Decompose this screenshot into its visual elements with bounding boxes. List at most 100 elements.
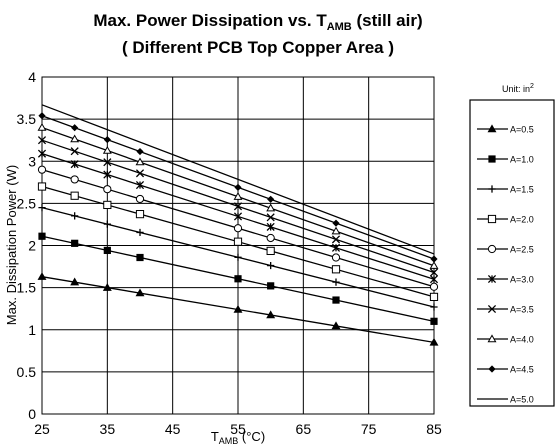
data-point-marker — [103, 220, 111, 228]
series-a-3-5 — [37, 136, 439, 277]
data-point-marker — [487, 334, 497, 343]
data-point-marker — [233, 304, 243, 313]
data-point-marker — [70, 160, 79, 169]
y-tick-label: 0.5 — [17, 364, 37, 380]
data-point-marker — [429, 282, 439, 291]
chart-title-post: (still air) — [352, 11, 423, 30]
data-point-marker — [70, 147, 79, 156]
data-point-marker — [233, 237, 243, 246]
plot-area — [41, 76, 435, 415]
data-point-marker — [331, 321, 341, 330]
chart-title-sub: AMB — [327, 21, 352, 33]
chart-title-pre: Max. Power Dissipation vs. T — [93, 11, 327, 30]
data-point-marker — [102, 145, 112, 154]
data-point-marker — [38, 232, 46, 240]
data-point-marker — [135, 194, 145, 204]
series-a-3-0 — [37, 149, 439, 284]
legend-item: A=1.5 — [477, 185, 534, 195]
data-point-marker — [488, 365, 496, 373]
data-point-marker — [103, 246, 111, 255]
data-point-marker — [38, 112, 46, 120]
legend-label: A=1.0 — [510, 155, 534, 165]
data-point-marker — [487, 214, 497, 224]
data-point-marker — [429, 261, 439, 269]
data-point-marker — [135, 210, 145, 219]
series-a-0-5 — [37, 272, 439, 346]
legend-item: A=1.0 — [477, 155, 534, 165]
series-a-4-0 — [37, 122, 439, 269]
data-point-marker — [103, 158, 112, 167]
legend-unit: Unit: in2 — [502, 83, 534, 94]
x-axis-label: TAMB (°C) — [211, 429, 265, 446]
legend-item: A=4.0 — [477, 334, 534, 345]
x-tick-label: 45 — [165, 421, 181, 437]
data-point-marker — [103, 136, 111, 144]
x-tick-label: 35 — [100, 421, 116, 437]
series-a-2-0 — [37, 182, 439, 301]
data-point-marker — [103, 170, 112, 179]
data-point-marker — [430, 255, 438, 263]
x-tick-label: 75 — [361, 421, 377, 437]
legend-label: A=1.5 — [510, 185, 534, 195]
data-point-marker — [331, 226, 341, 235]
data-point-marker — [429, 268, 439, 277]
data-point-marker — [233, 202, 243, 211]
x-tick-label: 25 — [34, 421, 50, 437]
series-a-1-5 — [38, 203, 438, 311]
legend-item: A=3.5 — [477, 305, 534, 315]
data-point-marker — [233, 224, 243, 233]
y-tick-label: 1 — [28, 322, 36, 338]
data-point-marker — [233, 192, 243, 200]
data-point-marker — [37, 149, 47, 158]
data-point-marker — [267, 282, 275, 290]
series-group — [37, 104, 439, 346]
data-point-marker — [331, 253, 341, 262]
data-point-marker — [135, 288, 145, 297]
legend-item: A=2.5 — [477, 245, 534, 255]
x-axis-label-post: (°C) — [238, 429, 265, 444]
legend-label: A=3.5 — [510, 305, 534, 315]
legend-item: A=5.0 — [477, 395, 534, 405]
data-point-marker — [332, 278, 340, 286]
data-point-marker — [135, 180, 145, 190]
chart-title-line2: ( Different PCB Top Copper Area ) — [122, 38, 394, 57]
data-point-marker — [267, 261, 275, 270]
y-axis-label: Max. Dissipation Power (W) — [4, 165, 19, 325]
data-point-marker — [266, 233, 275, 243]
y-tick-label: 0 — [28, 406, 36, 422]
data-point-marker — [266, 246, 275, 256]
data-point-marker — [37, 165, 47, 174]
y-tick-label: 4 — [28, 69, 36, 85]
data-point-marker — [135, 169, 145, 178]
legend-label: A=4.5 — [510, 365, 534, 375]
data-point-marker — [430, 317, 438, 325]
data-point-marker — [37, 182, 47, 191]
data-point-marker — [487, 124, 497, 133]
data-point-marker — [266, 213, 275, 222]
data-point-marker — [233, 212, 243, 221]
data-point-marker — [487, 304, 497, 314]
data-point-marker — [234, 183, 242, 191]
data-point-marker — [331, 235, 341, 244]
legend-item: A=3.0 — [477, 275, 534, 285]
data-point-marker — [267, 195, 275, 203]
data-point-marker — [430, 303, 438, 311]
data-point-marker — [266, 222, 275, 231]
x-tick-label: 65 — [296, 421, 312, 437]
series-a-1-0 — [38, 232, 438, 325]
legend-item: A=0.5 — [477, 124, 534, 135]
data-point-marker — [102, 283, 112, 291]
data-point-marker — [103, 185, 112, 194]
data-point-marker — [234, 275, 242, 283]
data-point-marker — [37, 136, 47, 145]
data-point-marker — [70, 175, 79, 184]
data-point-marker — [331, 265, 341, 274]
legend: A=0.5 A=1.0 A=1.5 A=2.0 A=2.5 A=3.0 A=3.5 A=4.0… — [477, 124, 534, 405]
x-axis-label-main: T — [211, 429, 219, 444]
data-point-marker — [429, 337, 439, 346]
legend-item: A=4.5 — [477, 365, 534, 375]
data-point-marker — [70, 191, 79, 200]
tick-labels: 25 35 45 55 65 75 85 0 0.5 1 1.5 2 2.5 3 3.5 4 — [17, 69, 442, 437]
data-point-marker — [135, 157, 145, 166]
y-tick-label: 1.5 — [17, 280, 37, 296]
